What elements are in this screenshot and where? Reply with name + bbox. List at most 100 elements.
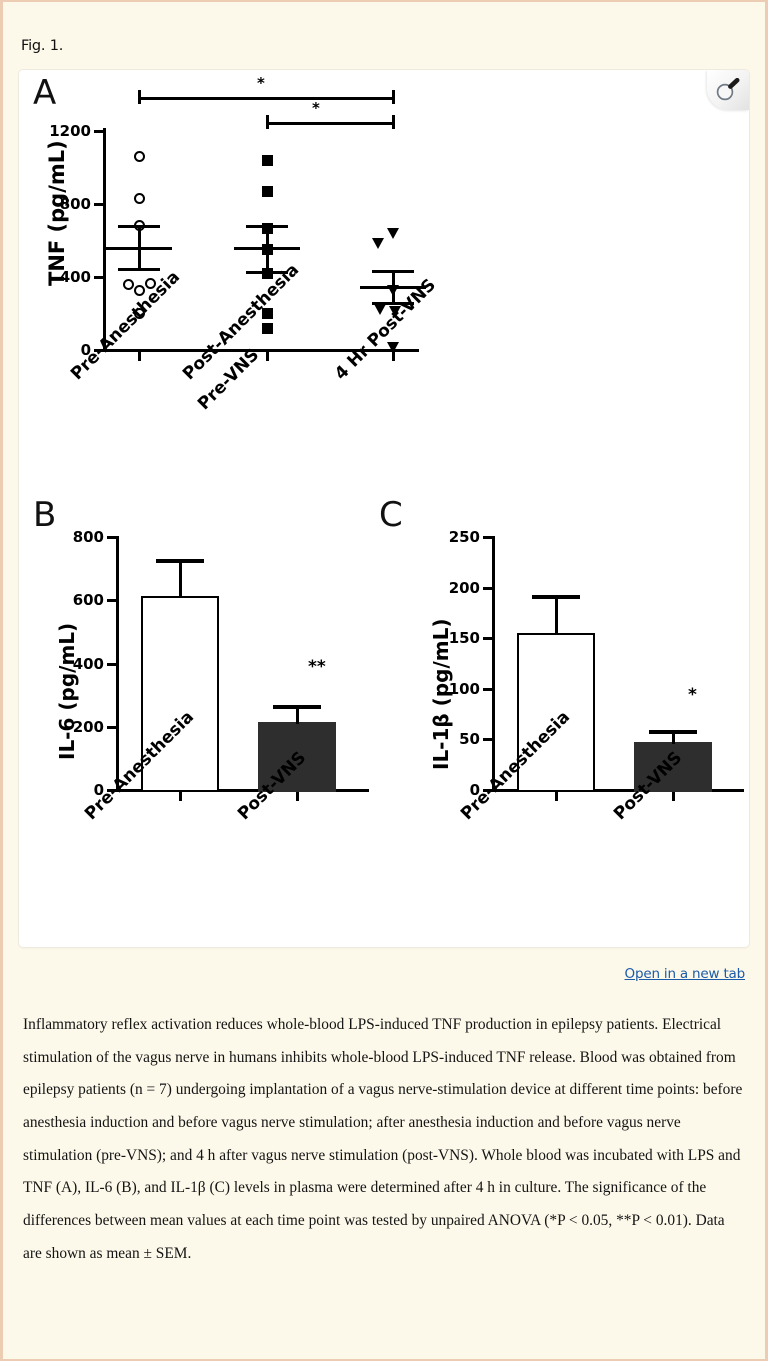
sem-cap-upper	[118, 225, 160, 229]
sig-bracket-1-left-tick	[138, 90, 141, 104]
sig-bracket-1-right-tick	[392, 90, 395, 104]
error-bar-cap	[532, 595, 580, 599]
panel-b-ylabel-600: 600	[72, 591, 104, 609]
panel-a-xtick-2	[266, 352, 269, 361]
panel-c-ylabel-250: 250	[448, 528, 480, 546]
panel-c-sig-star: *	[688, 685, 697, 705]
bar-pre-anesthesia[interactable]	[141, 596, 219, 792]
panel-c-xtick-2	[672, 792, 675, 801]
sem-cap-lower	[118, 268, 160, 272]
data-point	[261, 307, 273, 319]
error-bar-line	[671, 732, 675, 744]
open-new-tab-row: Open in a new tab	[19, 947, 749, 983]
panel-a-xtick-3	[392, 352, 395, 361]
sem-whisker	[137, 226, 141, 270]
panel-c-ytick-100	[483, 688, 492, 691]
panel-a-sig-star-top: *	[257, 74, 265, 92]
panel-a-letter: A	[33, 73, 57, 113]
panel-c-ytick-50	[483, 738, 492, 741]
bar-post-vns[interactable]	[634, 742, 712, 792]
panel-a-ylabel-1200: 1200	[49, 122, 91, 140]
figure-image-card[interactable]: A * * TNF (pg/mL) 1200 800 400 0	[19, 70, 749, 947]
sem-whisker	[265, 226, 269, 273]
panel-c-ylabel-200: 200	[448, 579, 480, 597]
sig-bracket-2-left-tick	[266, 115, 269, 129]
figure-page: Fig. 1. A * * TNF (pg/mL)	[3, 2, 765, 1359]
panel-b-ytick-600	[107, 599, 116, 602]
data-point	[387, 228, 399, 239]
error-bar-cap	[273, 705, 321, 709]
data-point	[261, 185, 273, 197]
panel-a-sig-star-mid: *	[312, 99, 320, 117]
panel-a-ylabel-400: 400	[59, 268, 91, 286]
panel-b-xtick-2	[296, 792, 299, 801]
panel-b-y-axis	[116, 536, 120, 792]
panel-a-ylabel-0: 0	[80, 341, 91, 359]
sem-whisker	[391, 271, 395, 304]
figure-number-label: Fig. 1.	[21, 38, 64, 54]
figure-caption: Inflammatory reflex activation reduces w…	[23, 1016, 743, 1262]
panel-a-ytick-0	[94, 349, 103, 352]
panel-b-letter: B	[33, 495, 57, 535]
data-point	[144, 278, 156, 289]
bar-pre-anesthesia[interactable]	[517, 633, 595, 792]
open-in-new-tab-link[interactable]: Open in a new tab	[624, 966, 746, 982]
panel-b-sig-star: **	[308, 657, 326, 677]
sig-bracket-2-right-tick	[392, 115, 395, 129]
panel-a-xtick-1	[138, 352, 141, 361]
panel-a-y-axis-label: TNF (pg/mL)	[45, 140, 69, 286]
panel-a-ytick-400	[94, 276, 103, 279]
data-point	[133, 285, 145, 297]
panel-c-ytick-150	[483, 637, 492, 640]
panel-c-ylabel-50: 50	[459, 730, 480, 748]
panel-c-ylabel-150: 150	[448, 629, 480, 647]
sig-bracket-2-bar	[266, 122, 395, 125]
data-point	[372, 238, 384, 249]
panel-a-y-axis	[103, 128, 107, 352]
panel-b-ytick-800	[107, 536, 116, 539]
panel-b-ytick-400	[107, 663, 116, 666]
data-point	[133, 150, 145, 162]
error-bar-line	[295, 707, 299, 724]
data-point	[122, 278, 134, 290]
panel-a-xcat-3: 4 Hr Post-VNS	[331, 275, 440, 385]
panel-c-xtick-1	[555, 792, 558, 801]
sem-cap-upper	[372, 270, 414, 274]
data-point	[261, 154, 273, 166]
data-point	[261, 323, 273, 335]
zoom-figure-button[interactable]	[707, 70, 749, 110]
data-point	[133, 308, 145, 320]
panel-c-ytick-250	[483, 536, 492, 539]
panel-b-ylabel-200: 200	[72, 718, 104, 736]
panel-a-x-axis	[103, 349, 419, 353]
panel-a-ylabel-800: 800	[59, 195, 91, 213]
panel-a-ytick-1200	[94, 130, 103, 133]
panel-a-ytick-800	[94, 203, 103, 206]
error-bar-line	[178, 561, 182, 597]
error-bar-cap	[156, 559, 204, 563]
panel-c-y-axis	[492, 536, 496, 792]
panel-b-y-axis-label: IL-6 (pg/mL)	[55, 622, 79, 760]
panel-b-ylabel-400: 400	[72, 655, 104, 673]
panel-b-x-axis	[116, 789, 369, 793]
sem-cap-lower	[372, 301, 414, 305]
data-point	[387, 342, 399, 353]
panel-c-x-axis	[492, 789, 744, 793]
panel-b-ylabel-0: 0	[93, 781, 104, 799]
sig-bracket-1-bar	[138, 97, 395, 100]
panel-c-ytick-0	[483, 789, 492, 792]
panel-c-ylabel-0: 0	[469, 781, 480, 799]
panel-b-xtick-1	[179, 792, 182, 801]
panel-c-letter: C	[379, 495, 403, 535]
panel-b-ytick-0	[107, 789, 116, 792]
panel-b-ytick-200	[107, 726, 116, 729]
error-bar-line	[554, 597, 558, 635]
sem-cap-lower	[246, 271, 288, 275]
panel-c-ylabel-100: 100	[448, 680, 480, 698]
panel-c-ytick-200	[483, 587, 492, 590]
data-point	[133, 192, 145, 204]
error-bar-cap	[649, 730, 697, 734]
panel-b-ylabel-800: 800	[72, 528, 104, 546]
sem-cap-upper	[246, 225, 288, 229]
data-point	[389, 305, 401, 317]
